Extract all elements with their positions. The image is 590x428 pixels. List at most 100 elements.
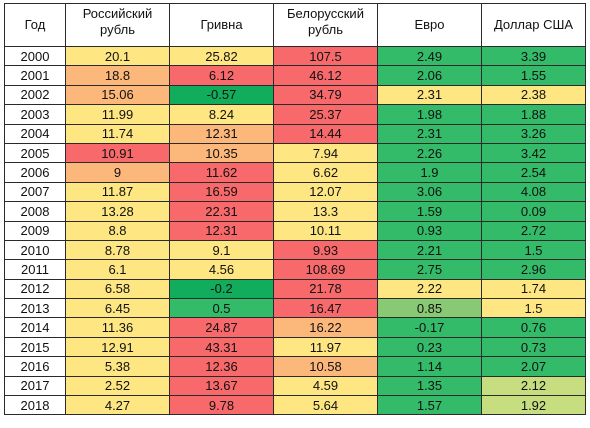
table-row: 2012 6.58 -0.2 21.78 2.22 1.74 bbox=[4, 278, 586, 300]
value-cell-russian-ruble: 11.36 bbox=[65, 317, 170, 338]
table-header: Год Российский рубль Гривна Белорусский … bbox=[4, 3, 586, 47]
header-row: Год Российский рубль Гривна Белорусский … bbox=[4, 3, 586, 47]
value-cell-euro: 1.14 bbox=[377, 356, 482, 377]
value-cell-belarusian-ruble: 6.62 bbox=[273, 162, 378, 183]
value-cell-russian-ruble: 13.28 bbox=[65, 201, 170, 222]
value-cell-russian-ruble: 2.52 bbox=[65, 375, 170, 397]
year-cell: 2010 bbox=[4, 239, 66, 261]
value-cell-us-dollar: 1.92 bbox=[481, 395, 586, 416]
header-belarusian-ruble: Белорусский рубль bbox=[273, 3, 378, 47]
year-cell: 2002 bbox=[4, 84, 66, 106]
table-row: 2002 15.06 -0.57 34.79 2.31 2.38 bbox=[4, 84, 586, 106]
table-row: 2008 13.28 22.31 13.3 1.59 0.09 bbox=[4, 201, 586, 222]
value-cell-us-dollar: 2.07 bbox=[481, 356, 586, 377]
value-cell-russian-ruble: 6.45 bbox=[65, 298, 170, 319]
value-cell-hryvnia: 10.35 bbox=[169, 142, 274, 164]
value-cell-euro: 2.22 bbox=[377, 278, 482, 300]
value-cell-belarusian-ruble: 10.58 bbox=[273, 356, 378, 377]
value-cell-us-dollar: 0.09 bbox=[481, 201, 586, 222]
year-cell: 2013 bbox=[4, 298, 66, 319]
value-cell-belarusian-ruble: 9.93 bbox=[273, 239, 378, 261]
value-cell-russian-ruble: 11.87 bbox=[65, 181, 170, 203]
value-cell-russian-ruble: 15.06 bbox=[65, 84, 170, 106]
table-row: 2014 11.36 24.87 16.22 -0.17 0.76 bbox=[4, 317, 586, 338]
value-cell-us-dollar: 0.76 bbox=[481, 317, 586, 338]
header-us-dollar: Доллар США bbox=[481, 3, 586, 47]
header-year: Год bbox=[4, 3, 66, 47]
value-cell-belarusian-ruble: 7.94 bbox=[273, 142, 378, 164]
year-cell: 2012 bbox=[4, 278, 66, 300]
year-cell: 2000 bbox=[4, 45, 66, 67]
header-belarusian-ruble-line-1: Белорусский bbox=[287, 6, 364, 21]
value-cell-russian-ruble: 12.91 bbox=[65, 336, 170, 358]
value-cell-euro: 2.31 bbox=[377, 84, 482, 106]
table-body: 2000 20.1 25.82 107.5 2.49 3.39 2001 18.8 6.12 46… bbox=[4, 45, 586, 416]
value-cell-hryvnia: 12.31 bbox=[169, 123, 274, 144]
value-cell-us-dollar: 3.39 bbox=[481, 45, 586, 67]
table-row: 2018 4.27 9.78 5.64 1.57 1.92 bbox=[4, 395, 586, 416]
year-cell: 2016 bbox=[4, 356, 66, 377]
header-euro: Евро bbox=[377, 3, 482, 47]
value-cell-hryvnia: 43.31 bbox=[169, 336, 274, 358]
value-cell-euro: 1.57 bbox=[377, 395, 482, 416]
value-cell-belarusian-ruble: 12.07 bbox=[273, 181, 378, 203]
value-cell-euro: 2.06 bbox=[377, 65, 482, 86]
value-cell-euro: 0.23 bbox=[377, 336, 482, 358]
value-cell-hryvnia: 24.87 bbox=[169, 317, 274, 338]
value-cell-euro: 2.31 bbox=[377, 123, 482, 144]
value-cell-russian-ruble: 5.38 bbox=[65, 356, 170, 377]
value-cell-us-dollar: 1.74 bbox=[481, 278, 586, 300]
value-cell-russian-ruble: 11.74 bbox=[65, 123, 170, 144]
value-cell-euro: 0.85 bbox=[377, 298, 482, 319]
value-cell-belarusian-ruble: 16.22 bbox=[273, 317, 378, 338]
value-cell-russian-ruble: 10.91 bbox=[65, 142, 170, 164]
value-cell-hryvnia: 0.5 bbox=[169, 298, 274, 319]
table-row: 2013 6.45 0.5 16.47 0.85 1.5 bbox=[4, 298, 586, 319]
header-russian-ruble: Российский рубль bbox=[65, 3, 170, 47]
table-row: 2009 8.8 12.31 10.11 0.93 2.72 bbox=[4, 220, 586, 241]
table-row: 2011 6.1 4.56 108.69 2.75 2.96 bbox=[4, 259, 586, 280]
value-cell-belarusian-ruble: 21.78 bbox=[273, 278, 378, 300]
value-cell-russian-ruble: 6.1 bbox=[65, 259, 170, 280]
value-cell-euro: 1.35 bbox=[377, 375, 482, 397]
header-year-label: Год bbox=[24, 17, 46, 32]
table-row: 2015 12.91 43.31 11.97 0.23 0.73 bbox=[4, 336, 586, 358]
value-cell-hryvnia: 8.24 bbox=[169, 104, 274, 125]
year-cell: 2011 bbox=[4, 259, 66, 280]
header-hryvnia-label: Гривна bbox=[200, 17, 243, 32]
year-cell: 2017 bbox=[4, 375, 66, 397]
value-cell-us-dollar: 4.08 bbox=[481, 181, 586, 203]
value-cell-us-dollar: 1.5 bbox=[481, 298, 586, 319]
table-row: 2017 2.52 13.67 4.59 1.35 2.12 bbox=[4, 375, 586, 397]
value-cell-euro: 3.06 bbox=[377, 181, 482, 203]
value-cell-us-dollar: 2.12 bbox=[481, 375, 586, 397]
year-cell: 2014 bbox=[4, 317, 66, 338]
value-cell-russian-ruble: 11.99 bbox=[65, 104, 170, 125]
value-cell-us-dollar: 1.88 bbox=[481, 104, 586, 125]
value-cell-hryvnia: 13.67 bbox=[169, 375, 274, 397]
value-cell-euro: 1.9 bbox=[377, 162, 482, 183]
value-cell-hryvnia: 4.56 bbox=[169, 259, 274, 280]
value-cell-euro: 1.59 bbox=[377, 201, 482, 222]
value-cell-belarusian-ruble: 14.44 bbox=[273, 123, 378, 144]
value-cell-belarusian-ruble: 16.47 bbox=[273, 298, 378, 319]
value-cell-russian-ruble: 6.58 bbox=[65, 278, 170, 300]
table-row: 2004 11.74 12.31 14.44 2.31 3.26 bbox=[4, 123, 586, 144]
year-cell: 2008 bbox=[4, 201, 66, 222]
year-cell: 2009 bbox=[4, 220, 66, 241]
table-row: 2006 9 11.62 6.62 1.9 2.54 bbox=[4, 162, 586, 183]
year-cell: 2004 bbox=[4, 123, 66, 144]
year-cell: 2015 bbox=[4, 336, 66, 358]
value-cell-belarusian-ruble: 13.3 bbox=[273, 201, 378, 222]
value-cell-hryvnia: 16.59 bbox=[169, 181, 274, 203]
value-cell-us-dollar: 3.42 bbox=[481, 142, 586, 164]
value-cell-us-dollar: 2.96 bbox=[481, 259, 586, 280]
table-row: 2001 18.8 6.12 46.12 2.06 1.55 bbox=[4, 65, 586, 86]
value-cell-hryvnia: 9.78 bbox=[169, 395, 274, 416]
value-cell-hryvnia: 6.12 bbox=[169, 65, 274, 86]
header-russian-ruble-line-1: Российский bbox=[82, 6, 153, 21]
year-cell: 2003 bbox=[4, 104, 66, 125]
value-cell-us-dollar: 0.73 bbox=[481, 336, 586, 358]
header-russian-ruble-line-2: рубль bbox=[100, 22, 135, 37]
table-row: 2000 20.1 25.82 107.5 2.49 3.39 bbox=[4, 45, 586, 67]
